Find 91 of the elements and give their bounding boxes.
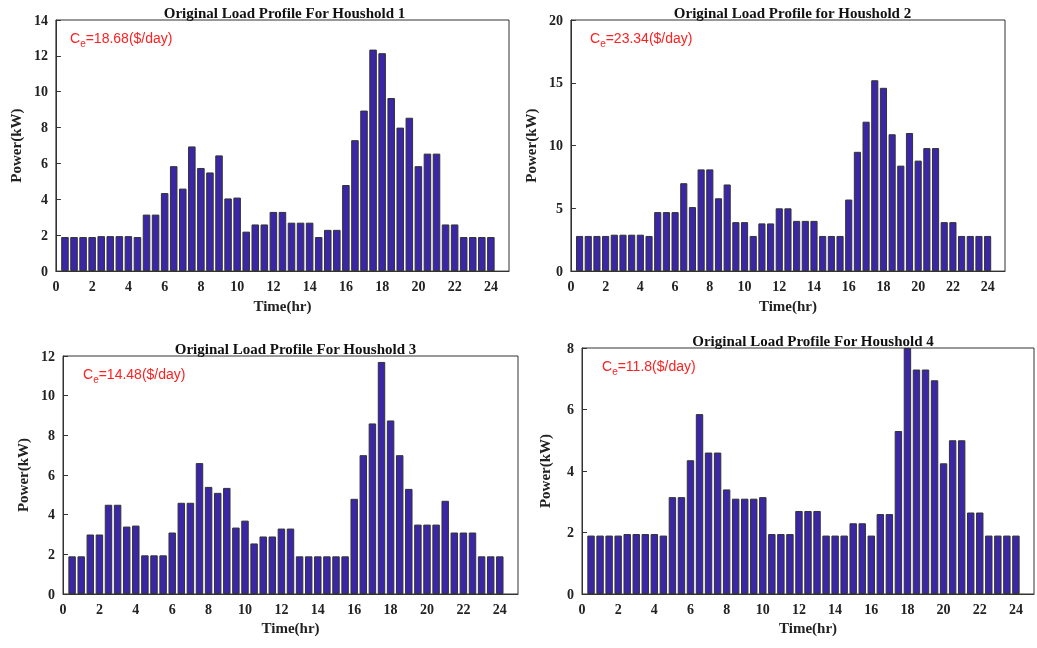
y-tick-label: 6 [48,467,55,483]
y-tick-label: 2 [40,227,48,243]
x-tick-label: 14 [302,278,317,294]
y-tick-label: 12 [33,48,48,64]
x-axis-title: Time(hr) [253,297,312,315]
x-tick-label: 8 [723,601,731,617]
y-tick-label: 0 [48,586,55,602]
y-axis-title: Power(kW) [14,437,32,513]
x-tick-label: 18 [375,278,390,294]
y-tick-label: 4 [40,191,48,207]
x-tick-label: 20 [420,601,434,617]
x-tick-label: 6 [161,278,169,294]
x-tick-label: 18 [383,601,398,617]
x-tick-label: 6 [671,278,679,294]
y-tick-label: 10 [33,84,48,100]
x-tick-label: 14 [807,278,821,294]
x-axis-title: Time(hr) [261,620,320,638]
y-tick-label: 4 [567,463,574,479]
y-axis-title: Power(kW) [536,433,554,509]
x-tick-label: 6 [168,601,176,617]
chart-title: Original Load Profile For Houshold 1 [163,4,406,21]
x-tick-label: 20 [911,278,926,294]
x-tick-label: 24 [492,601,507,617]
annotation: C$_{e}$=14.48($/day) [83,366,186,385]
annotation: C$_{e}$=11.8($/day) [602,358,696,377]
chart-title: Original Load Profile For Houshold 3 [174,340,417,357]
x-tick-label: 2 [88,278,96,294]
x-tick-label: 2 [95,601,103,617]
y-tick-label: 8 [40,120,48,136]
x-tick-label: 10 [755,601,770,617]
y-tick-label: 2 [48,546,55,562]
x-tick-label: 14 [828,601,843,617]
x-tick-label: 12 [791,601,806,617]
x-tick-label: 14 [310,601,325,617]
chart-title: Original Load Profile for Houshold 2 [673,4,912,21]
x-tick-label: 20 [936,601,951,617]
x-tick-label: 10 [230,278,245,294]
x-tick-label: 18 [900,601,915,617]
annotation: C$_{e}$=18.68($/day) [70,30,173,49]
x-tick-label: 6 [686,601,694,617]
x-axis-title: Time(hr) [778,620,838,638]
y-tick-label: 6 [567,402,574,417]
x-tick-label: 0 [578,601,586,617]
x-tick-label: 2 [602,278,610,294]
x-tick-label: 4 [650,601,658,617]
x-tick-label: 24 [1008,601,1023,617]
x-tick-label: 16 [338,278,353,294]
y-tick-label: 10 [41,388,55,404]
y-tick-label: 20 [548,12,563,28]
y-axis-title: Power(kW) [522,108,540,183]
x-tick-label: 2 [614,601,622,617]
x-tick-label: 0 [59,601,67,617]
y-tick-label: 10 [548,138,563,154]
x-tick-label: 18 [876,278,891,294]
x-tick-label: 20 [411,278,426,294]
chart-title: Original Load Profile For Houshold 4 [692,332,935,349]
x-tick-label: 12 [274,601,289,617]
y-tick-label: 8 [567,340,574,356]
x-tick-label: 10 [238,601,252,617]
y-tick-label: 8 [48,427,55,443]
x-tick-label: 16 [347,601,362,617]
x-tick-label: 22 [447,278,462,294]
x-tick-label: 12 [266,278,281,294]
x-tick-label: 24 [483,278,498,294]
x-tick-label: 12 [772,278,787,294]
x-tick-label: 24 [980,278,995,294]
y-tick-label: 2 [567,525,574,540]
x-tick-label: 8 [197,278,205,294]
x-tick-label: 22 [456,601,471,617]
x-tick-label: 10 [737,278,752,294]
y-tick-label: 0 [567,586,574,602]
x-tick-label: 8 [205,601,213,617]
y-tick-label: 4 [48,507,55,523]
x-tick-label: 4 [132,601,140,617]
x-tick-label: 22 [972,601,987,617]
y-tick-label: 6 [40,155,48,171]
y-tick-label: 15 [548,75,563,91]
y-tick-label: 14 [33,12,48,28]
x-tick-label: 4 [124,278,132,294]
x-tick-label: 16 [864,601,879,617]
y-tick-label: 12 [41,348,55,364]
y-tick-label: 0 [555,263,563,279]
x-tick-label: 16 [841,278,856,294]
y-tick-label: 0 [40,263,48,279]
x-axis-title: Time(hr) [758,297,817,315]
x-tick-label: 8 [706,278,714,294]
y-tick-label: 5 [555,200,563,216]
annotation: C$_{e}$=23.34($/day) [590,30,693,49]
x-tick-label: 22 [945,278,960,294]
x-tick-label: 4 [636,278,644,294]
y-axis-title: Power(kW) [7,108,25,183]
